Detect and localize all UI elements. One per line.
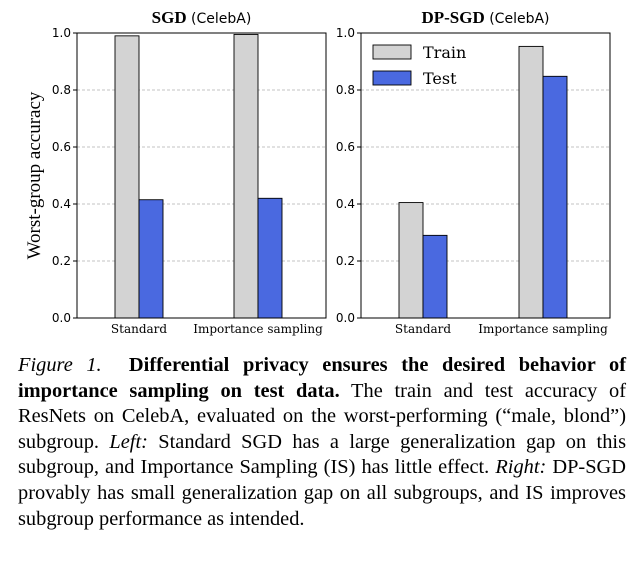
legend-swatch-test [372,70,412,86]
x-category-label: Importance sampling [193,322,323,336]
caption-figure-label: Figure 1. [18,354,102,376]
plot-frame [360,32,611,319]
y-tick-label: 0.6 [52,140,71,154]
bar-test-1 [138,199,164,319]
chart-panel-2: 0.0 0.2 0.4 0.6 0.8 1.0 Standard Importance sam… [336,8,611,336]
bar-train-2 [518,45,544,319]
legend-swatch-train [372,44,412,60]
caption-bold-summary: Differential privacy ensures the desired… [18,354,626,402]
x-category-label: Standard [395,322,451,336]
caption-text-1: The train and test accuracy of ResNets o… [18,379,626,453]
y-tick-label: 0.8 [336,83,355,97]
caption-right-label: Right: [495,456,547,479]
y-tick-label: 0.4 [336,197,355,211]
caption-left-label: Left: [109,430,148,453]
y-tick-label: 0.0 [336,311,355,325]
x-category-label: Importance sampling [478,322,608,336]
y-tick-label: 0.2 [336,254,355,268]
bar-test-1 [422,234,448,319]
bar-test-2 [542,75,568,319]
y-tick-label: 0.0 [52,311,71,325]
caption-text-2: Standard SGD has a large generalization … [18,430,627,479]
chart-title: DP-SGD (CelebA) [421,8,549,27]
bar-train-1 [398,202,424,319]
figure: 0.0 0.2 0.4 0.6 0.8 1.0 Standard Importance sam… [24,8,611,336]
bar-charts: 0.0 0.2 0.4 0.6 0.8 1.0 Standard Importance sam… [24,8,611,336]
plot-frame [76,32,327,319]
chart-panel-1: 0.0 0.2 0.4 0.6 0.8 1.0 Standard Importance sam… [24,8,327,336]
y-tick-label: 0.8 [52,83,71,97]
y-tick-label: 1.0 [336,26,355,40]
y-tick-label: 1.0 [52,26,71,40]
y-tick-label: 0.4 [52,197,71,211]
figure-caption: Figure 1. Differential privacy ensures t… [18,353,626,532]
bar-train-2 [233,33,259,319]
legend-label-train: Train [423,43,466,62]
x-category-label: Standard [111,322,167,336]
bar-train-1 [114,35,140,319]
legend-label-test: Test [423,69,457,88]
chart-title: SGD (CelebA) [152,8,252,27]
caption-text-3: DP-SGD provably has small generalization… [18,456,627,530]
bar-test-2 [257,197,283,319]
y-axis-label: Worst-group accuracy [24,91,45,259]
y-tick-label: 0.2 [52,254,71,268]
y-tick-label: 0.6 [336,140,355,154]
